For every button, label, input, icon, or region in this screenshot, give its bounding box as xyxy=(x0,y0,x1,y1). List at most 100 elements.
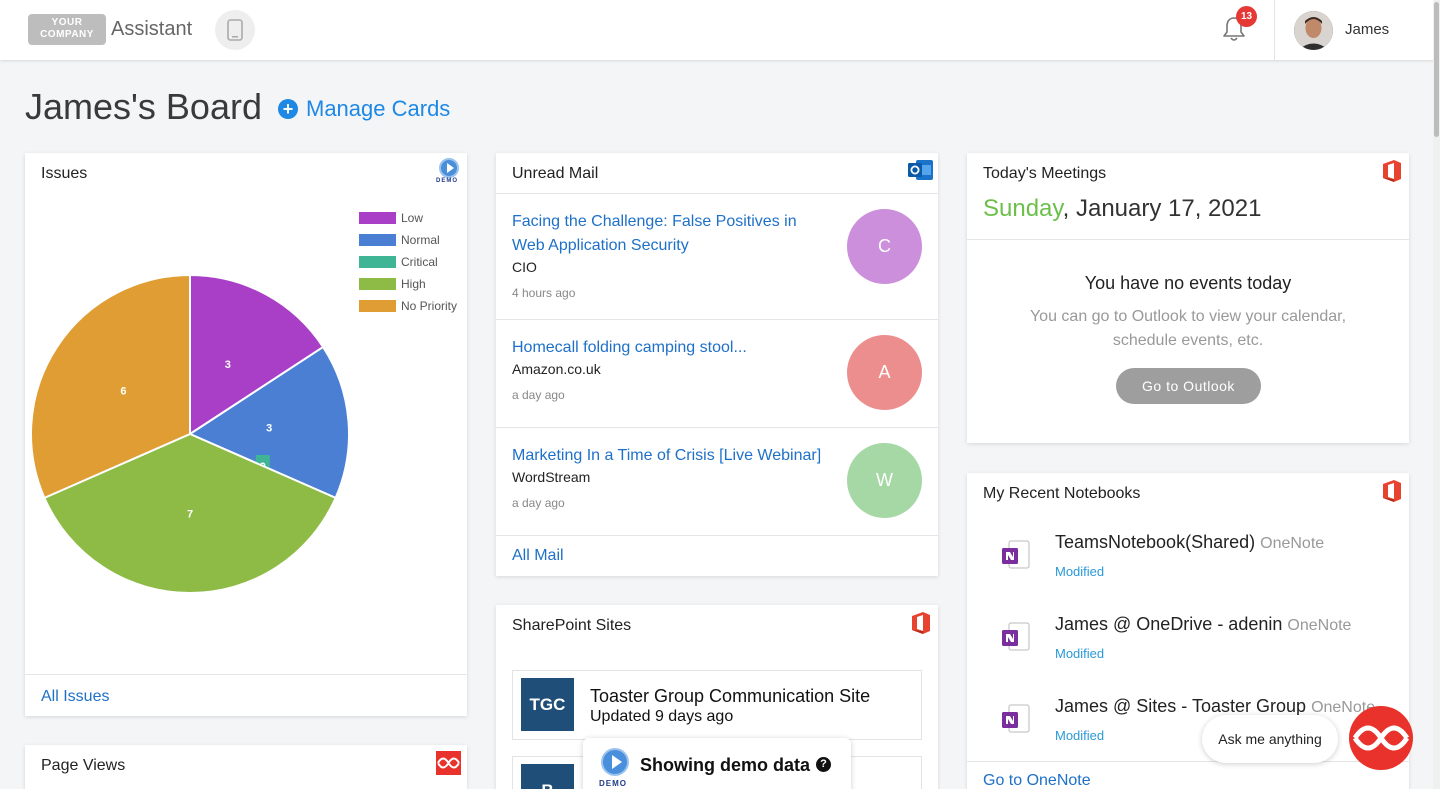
notebook-name[interactable]: James @ OneDrive - adenin xyxy=(1055,614,1283,634)
mail-subject[interactable]: Facing the Challenge: False Positives in… xyxy=(512,213,797,254)
notebook-app: OneNote xyxy=(1260,535,1325,552)
demo-badge-text: DEMO xyxy=(436,178,458,184)
no-events-subtitle: You can go to Outlook to view your calen… xyxy=(1029,308,1347,349)
meetings-divider xyxy=(967,239,1409,240)
mail-item[interactable]: Marketing In a Time of Crisis [Live Webi… xyxy=(512,444,842,485)
manage-cards-label: Manage Cards xyxy=(306,96,451,121)
legend-label: High xyxy=(401,277,426,291)
mobile-phone-button[interactable] xyxy=(215,10,255,50)
mail-sender: CIO xyxy=(512,259,537,275)
mail-item[interactable]: Facing the Challenge: False Positives in… xyxy=(512,210,832,275)
sender-avatar: C xyxy=(847,209,922,284)
onenote-notebook-icon xyxy=(1002,622,1030,651)
unread-mail-card-title: Unread Mail xyxy=(512,165,599,182)
notebook-name[interactable]: TeamsNotebook(Shared) xyxy=(1055,532,1256,552)
assistant-logo-icon xyxy=(1352,725,1410,751)
notebooks-divider xyxy=(967,761,1409,762)
mail-divider xyxy=(496,319,938,320)
header-divider xyxy=(1274,0,1275,60)
legend-item[interactable]: High xyxy=(359,273,457,295)
legend-item[interactable]: No Priority xyxy=(359,295,457,317)
ask-me-anything-bubble[interactable]: Ask me anything xyxy=(1202,715,1338,763)
meeting-full-date: January 17, 2021 xyxy=(1075,195,1262,222)
pie-data-label: 6 xyxy=(120,386,126,398)
mail-sender: WordStream xyxy=(512,469,591,485)
app-name: Assistant xyxy=(111,18,193,40)
page-views-card: Page Views xyxy=(25,745,467,789)
go-to-onenote-link[interactable]: Go to OneNote xyxy=(983,772,1091,789)
pie-slice-low[interactable] xyxy=(189,273,325,436)
mail-time: 4 hours ago xyxy=(512,286,576,300)
legend-item[interactable]: Critical xyxy=(359,251,457,273)
mail-divider xyxy=(496,193,938,194)
scrollbar-thumb[interactable] xyxy=(1434,2,1439,137)
notebook-app: OneNote xyxy=(1287,617,1352,634)
help-icon[interactable]: ? xyxy=(816,757,831,772)
top-bar: YOUR COMPANY Assistant 13 James xyxy=(0,0,1440,60)
demo-play-icon: DEMO xyxy=(597,746,637,789)
company-logo[interactable]: YOUR COMPANY xyxy=(28,14,106,45)
legend-swatch xyxy=(359,256,396,268)
meeting-day: Sunday xyxy=(983,195,1063,222)
issues-card-title: Issues xyxy=(41,165,88,182)
page-scrollbar[interactable] xyxy=(1433,0,1440,789)
onenote-notebook-icon xyxy=(1002,540,1030,569)
pie-data-label: 7 xyxy=(187,509,193,521)
recent-notebooks-card: My Recent Notebooks TeamsNotebook(Shared… xyxy=(967,473,1409,789)
pie-slice-high[interactable] xyxy=(43,432,337,595)
go-to-outlook-button[interactable]: Go to Outlook xyxy=(1116,368,1261,404)
legend-item[interactable]: Normal xyxy=(359,229,457,251)
notebook-name[interactable]: James @ Sites - Toaster Group xyxy=(1055,696,1307,716)
demo-popup-badge: DEMO xyxy=(599,779,627,788)
site-logo: B xyxy=(521,764,574,789)
onenote-notebook-icon xyxy=(1002,704,1030,733)
site-updated: Updated 9 days ago xyxy=(590,708,734,725)
site-logo: TGC xyxy=(521,678,574,731)
mail-divider xyxy=(496,535,938,536)
issues-card: Issues DEMO 33076 LowNormalCriticalHighN… xyxy=(25,153,467,716)
sender-avatar: W xyxy=(847,443,922,518)
office-logo-icon xyxy=(1383,480,1401,502)
legend-item[interactable]: Low xyxy=(359,207,457,229)
manage-cards-button[interactable]: + Manage Cards xyxy=(278,96,450,122)
meetings-card-title: Today's Meetings xyxy=(983,165,1107,182)
demo-data-popup[interactable]: DEMO Showing demo data ? xyxy=(583,738,851,789)
page-title: James's Board xyxy=(25,86,262,127)
notebook-item[interactable]: James @ Sites - Toaster Group OneNote xyxy=(1055,696,1375,717)
sharepoint-card-title: SharePoint Sites xyxy=(512,617,632,634)
pie-data-label: 3 xyxy=(225,359,231,371)
notebook-item[interactable]: TeamsNotebook(Shared) OneNote xyxy=(1055,532,1324,553)
sharepoint-site-item[interactable]: TGC Toaster Group Communication Site Upd… xyxy=(512,670,922,740)
pie-slice-no-priority[interactable] xyxy=(30,273,191,500)
logo-line2: COMPANY xyxy=(40,29,94,40)
office-logo-icon xyxy=(912,612,930,634)
mail-sender: Amazon.co.uk xyxy=(512,361,601,377)
notebook-item[interactable]: James @ OneDrive - adenin OneNote xyxy=(1055,614,1351,635)
user-avatar[interactable] xyxy=(1294,11,1333,50)
all-issues-link[interactable]: All Issues xyxy=(41,688,110,705)
mail-divider xyxy=(496,427,938,428)
mail-subject[interactable]: Marketing In a Time of Crisis [Live Webi… xyxy=(512,447,822,464)
mail-time: a day ago xyxy=(512,388,565,402)
all-mail-link[interactable]: All Mail xyxy=(512,547,564,564)
logo-line1: YOUR xyxy=(51,17,83,28)
demo-badge-icon[interactable]: DEMO xyxy=(435,158,463,186)
mail-item[interactable]: Homecall folding camping stool... Amazon… xyxy=(512,336,832,377)
legend-swatch xyxy=(359,234,396,246)
sender-avatar: A xyxy=(847,335,922,410)
pie-slice-normal[interactable] xyxy=(187,345,350,500)
user-name[interactable]: James xyxy=(1345,21,1390,38)
legend-label: No Priority xyxy=(401,299,458,313)
notebook-status: Modified xyxy=(1055,728,1105,743)
site-name[interactable]: Toaster Group Communication Site xyxy=(590,686,871,706)
notebook-app: OneNote xyxy=(1311,699,1376,716)
legend-label: Normal xyxy=(401,233,440,247)
legend-swatch xyxy=(359,300,396,312)
mail-subject[interactable]: Homecall folding camping stool... xyxy=(512,339,747,356)
notebook-status: Modified xyxy=(1055,646,1105,661)
mobile-phone-icon xyxy=(227,19,243,41)
issues-legend: Low Normal Critical High No Priority xyxy=(359,207,457,317)
todays-meetings-card: Today's Meetings Sunday, January 17, 202… xyxy=(967,153,1409,443)
adenin-logo-icon xyxy=(436,751,461,775)
assistant-bot-button[interactable] xyxy=(1349,706,1413,770)
